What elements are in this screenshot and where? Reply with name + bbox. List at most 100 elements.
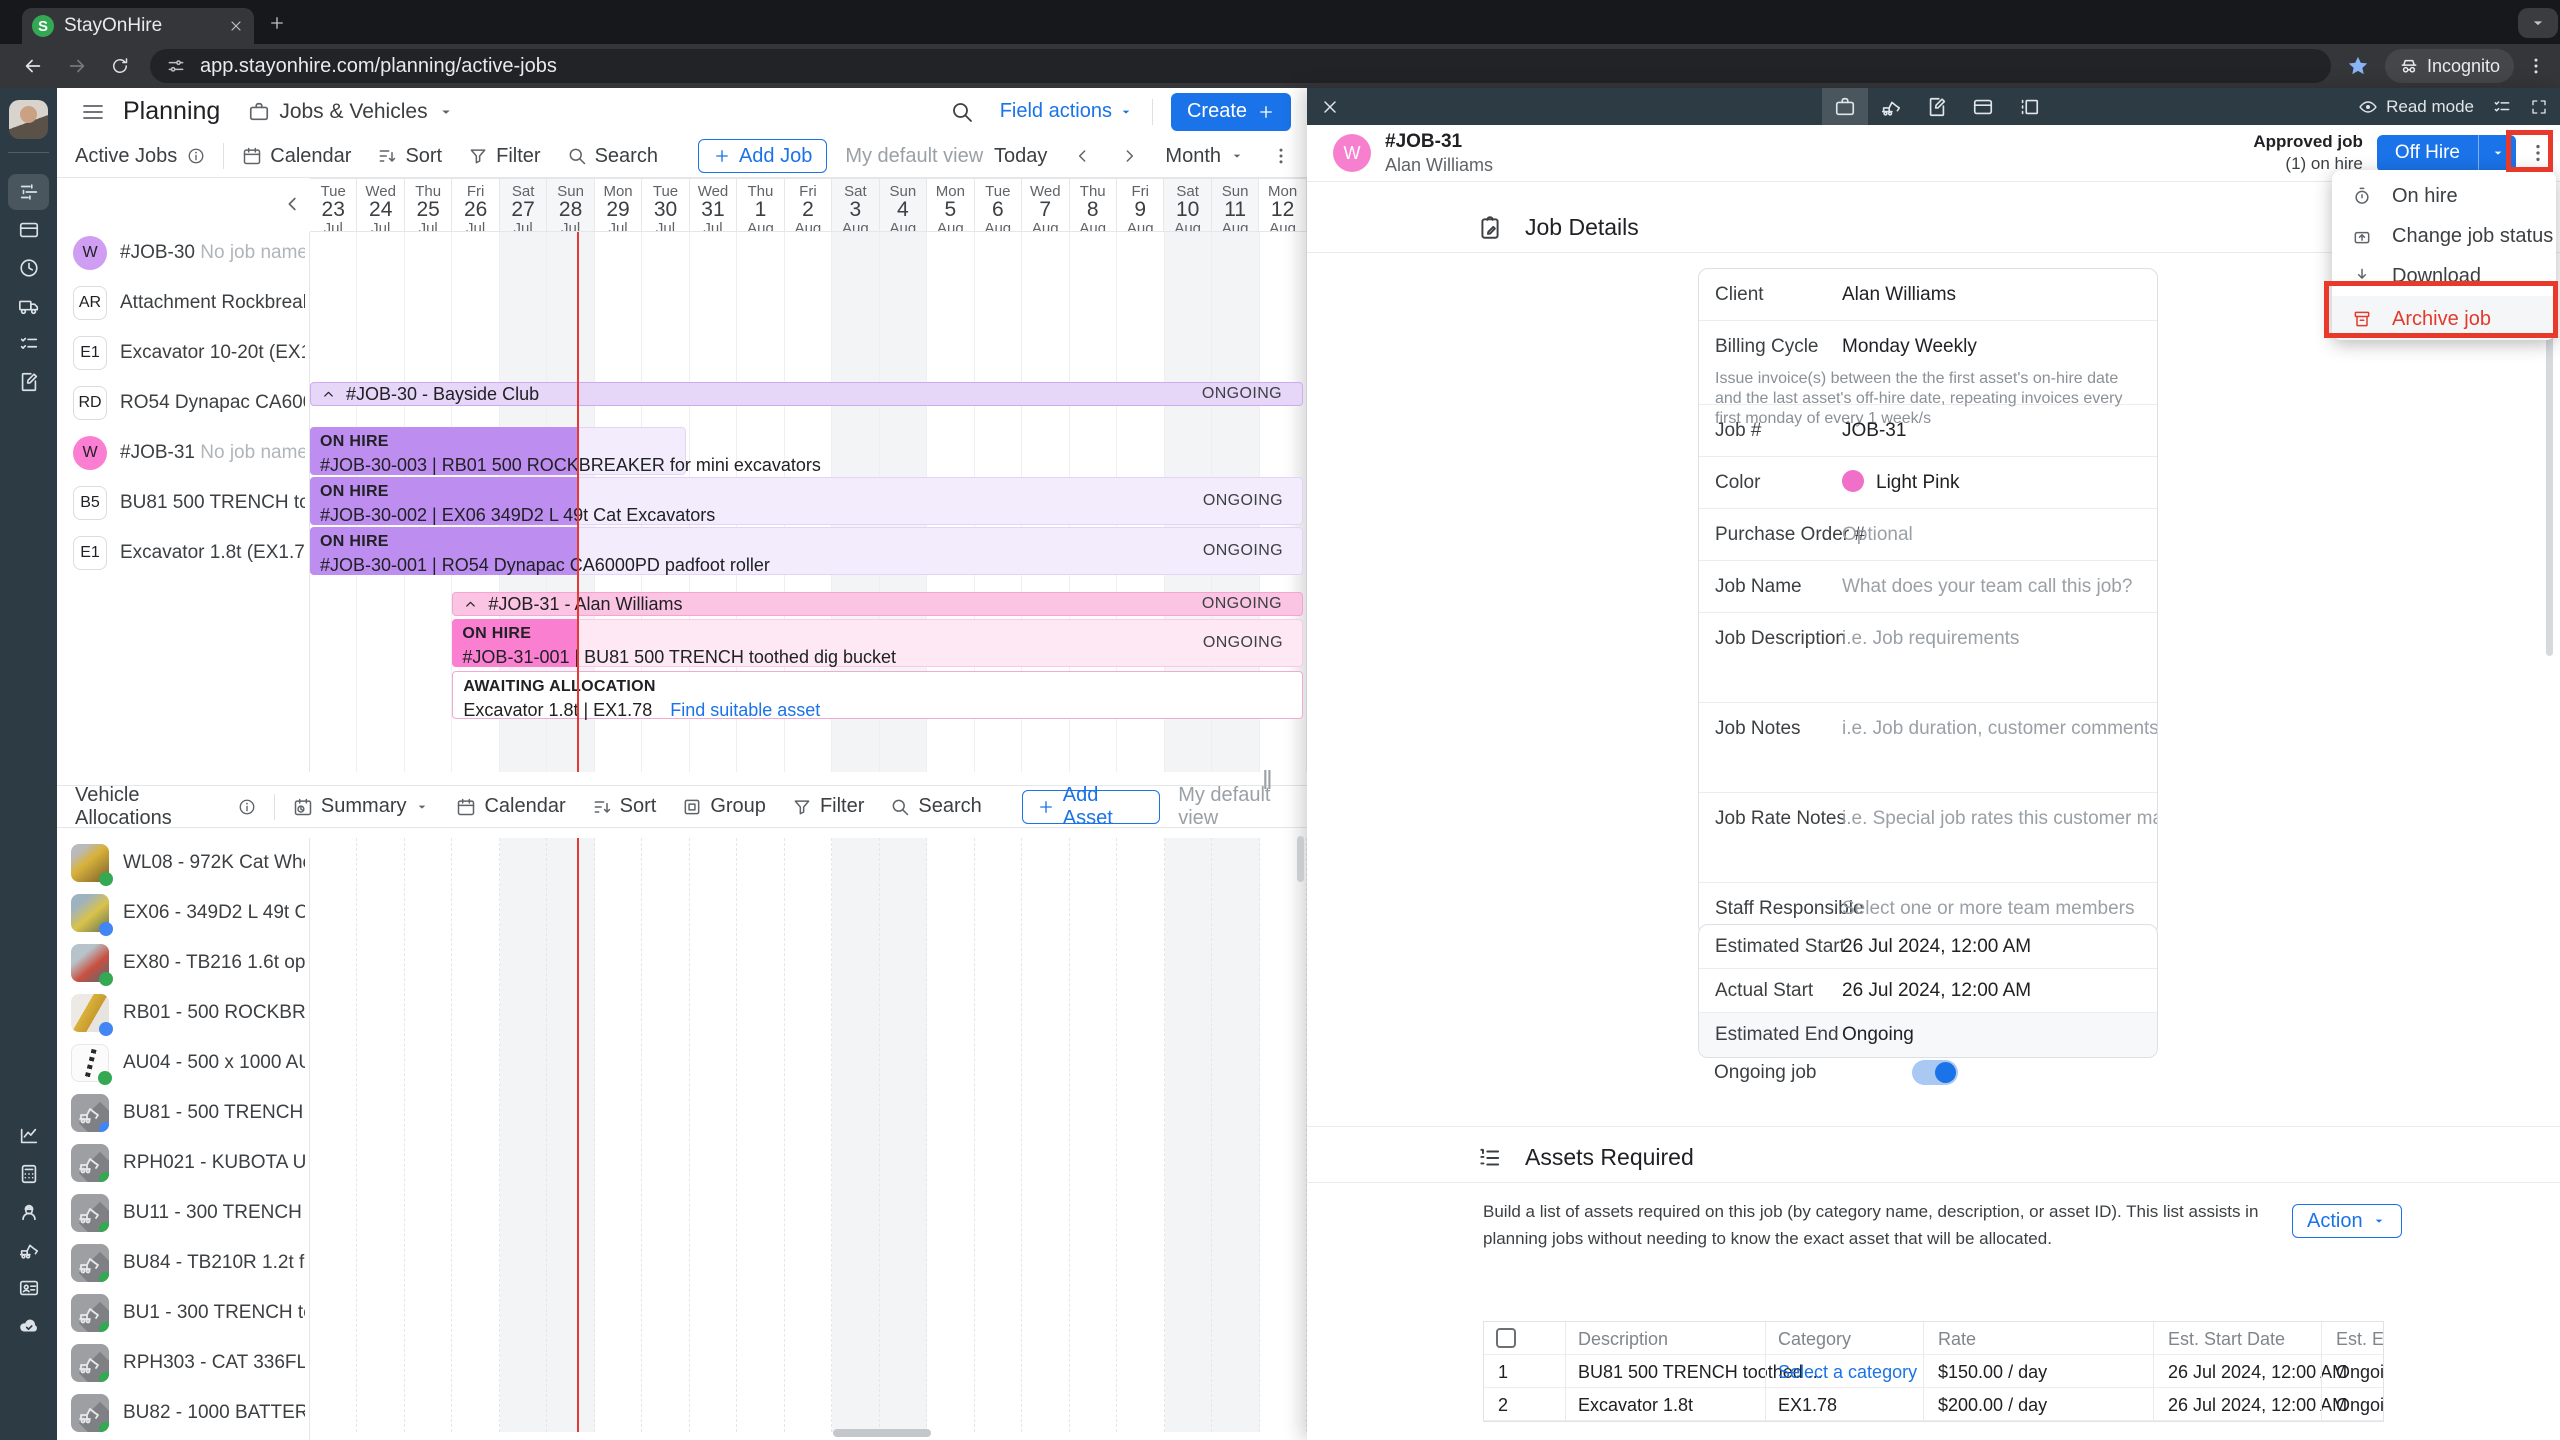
sidebar-item-excavator[interactable] [8, 1232, 49, 1268]
kebab-menu-icon[interactable] [1271, 146, 1291, 166]
field-estimated-end[interactable]: Estimated End Ongoing [1699, 1013, 2157, 1057]
default-view-label[interactable]: My default view [845, 144, 984, 167]
vehicle-row[interactable]: RPH021 - KUBOTA U55-4G (EX4 [57, 1138, 310, 1188]
read-mode-toggle[interactable]: Read mode [2358, 97, 2474, 117]
new-tab-icon[interactable] [268, 14, 286, 32]
vehicle-row[interactable]: WL08 - 972K Cat Wheel Loader 3 [57, 838, 310, 888]
toolbar-sort[interactable]: Sort [592, 795, 656, 818]
vehicle-row[interactable]: EX06 - 349D2 L 49t Cat Excavato [57, 888, 310, 938]
ongoing-job-toggle[interactable] [1912, 1060, 1959, 1085]
assets-table-row[interactable]: 2 Excavator 1.8t EX1.78 $200.00 / day 26 Jul… [1484, 1388, 2383, 1421]
toolbar-calendar[interactable]: Calendar [242, 145, 351, 168]
asset-category[interactable]: Select a category [1778, 1362, 1918, 1382]
menu-item-download[interactable]: Download [2332, 256, 2556, 296]
sidebar-item-clockw[interactable] [8, 250, 49, 286]
vertical-scrollbar[interactable] [1297, 836, 1304, 882]
job-list-row[interactable]: AR Attachment Rockbreaker (RB) [57, 278, 310, 328]
field-staff-responsible[interactable]: Staff Responsible Select one or more team… [1699, 883, 2157, 935]
menu-item-change-job-status[interactable]: Change job status [2332, 216, 2556, 256]
window-chevron-icon[interactable] [2518, 8, 2558, 38]
add-asset-button[interactable]: Add Asset [1021, 784, 1161, 829]
browser-menu-icon[interactable] [2526, 56, 2546, 76]
gantt-hire-bar[interactable]: ON HIRE #JOB-31-001 | BU81 500 TRENCH too… [452, 619, 1303, 667]
gantt-hire-bar[interactable]: ON HIRE #JOB-30-003 | RB01 500 ROCKBREAKE… [310, 427, 821, 475]
toolbar-group[interactable]: Group [682, 795, 766, 818]
sidebar-item-docpen[interactable] [8, 364, 49, 400]
vehicle-row[interactable]: RPH303 - CAT 336FL 36T Excav [57, 1338, 310, 1388]
sidebar-item-idcard[interactable] [8, 1270, 49, 1306]
back-icon[interactable] [22, 55, 44, 77]
job-list-row[interactable]: W #JOB-30 No job name - Bayside Club [57, 228, 310, 278]
assets-table-row[interactable]: 1 BU81 500 TRENCH toothed ... Select a cat… [1484, 1355, 2383, 1388]
info-icon[interactable] [187, 147, 205, 165]
toolbar-summary[interactable]: Summary [293, 795, 431, 818]
add-job-button[interactable]: Add Job [697, 139, 828, 173]
field-actual-start[interactable]: Actual Start 26 Jul 2024, 12:00 AM [1699, 969, 2157, 1013]
field-estimated-start[interactable]: Estimated Start 26 Jul 2024, 12:00 AM [1699, 925, 2157, 969]
job-list-row[interactable]: E1 Excavator 1.8t (EX1.78) [57, 528, 310, 578]
action-button[interactable]: Action [2292, 1204, 2402, 1238]
sidebar-item-card[interactable] [8, 212, 49, 248]
drawer-tool-layout[interactable] [2006, 88, 2052, 125]
chevron-down-icon[interactable] [2478, 134, 2516, 172]
period-selector[interactable]: Month [1165, 145, 1245, 168]
vehicle-row[interactable]: BU11 - 300 TRENCH toothed dig [57, 1188, 310, 1238]
panel-resize-handle[interactable]: ‖ [1262, 765, 1273, 795]
job-list-row[interactable]: B5 BU81 500 TRENCH toothed dig bucket [57, 478, 310, 528]
sidebar-item-chart[interactable] [8, 1118, 49, 1154]
menu-item-archive-job[interactable]: Archive job [2332, 296, 2556, 340]
drawer-tool-excavator[interactable] [1868, 88, 1914, 125]
drawer-tool-card[interactable] [1960, 88, 2006, 125]
sidebar-item-tasks[interactable] [8, 326, 49, 362]
gantt-group-bar[interactable]: #JOB-31 - Alan Williams ONGOING [452, 592, 1303, 616]
drawer-tool-briefcase[interactable] [1822, 88, 1868, 125]
field-color[interactable]: Color Light Pink [1699, 457, 2157, 509]
site-settings-icon[interactable] [166, 56, 186, 76]
field-purchase-order-[interactable]: Purchase Order # Optional [1699, 509, 2157, 561]
bookmark-star-icon[interactable] [2347, 55, 2369, 77]
tab-close-icon[interactable] [228, 18, 244, 34]
field-job-rate-notes[interactable]: Job Rate Notes i.e. Special job rates thi… [1699, 793, 2157, 883]
toolbar-search[interactable]: Search [567, 145, 658, 168]
reload-icon[interactable] [110, 56, 130, 76]
field-job-[interactable]: Job # JOB-31 [1699, 405, 2157, 457]
toolbar-search[interactable]: Search [890, 795, 982, 818]
drawer-scrollbar[interactable] [2546, 186, 2553, 656]
vehicle-row[interactable]: BU84 - TB210R 1.2t fold down ca [57, 1238, 310, 1288]
toolbar-calendar[interactable]: Calendar [456, 795, 566, 818]
close-icon[interactable] [1307, 88, 1353, 125]
gantt-awaiting-bar[interactable]: AWAITING ALLOCATION Excavator 1.8t | EX1.… [452, 671, 1303, 720]
vehicle-row[interactable]: EX80 - TB216 1.6t open canopy [57, 938, 310, 988]
sidebar-item-worker[interactable] [8, 1194, 49, 1230]
next-period-icon[interactable] [1119, 146, 1139, 166]
find-suitable-asset-link[interactable]: Find suitable asset [670, 700, 821, 720]
prev-period-icon[interactable] [1073, 146, 1093, 166]
sidebar-item-gantt[interactable] [8, 174, 49, 210]
sidebar-item-truck[interactable] [8, 288, 49, 324]
vehicle-row[interactable]: AU04 - 500 x 1000 AUGER Bit [57, 1038, 310, 1088]
gantt-group-bar[interactable]: #JOB-30 - Bayside Club ONGOING [310, 382, 1303, 406]
vehicle-row[interactable]: BU1 - 300 TRENCH toothed dig l [57, 1288, 310, 1338]
forward-icon[interactable] [66, 55, 88, 77]
hamburger-menu-icon[interactable] [81, 100, 105, 124]
create-button[interactable]: Create [1170, 92, 1291, 131]
off-hire-button[interactable]: Off Hire [2376, 134, 2516, 172]
field-client[interactable]: Client Alan Williams [1699, 269, 2157, 321]
gantt-hire-bar[interactable]: ON HIRE #JOB-30-002 | EX06 349D2 L 49t Ca… [310, 477, 1303, 525]
sidebar-item-cloud[interactable] [8, 1308, 49, 1344]
menu-item-on-hire[interactable]: On hire [2332, 176, 2556, 216]
toolbar-filter[interactable]: Filter [468, 145, 541, 168]
browser-tab[interactable]: S StayOnHire [22, 8, 254, 44]
user-avatar[interactable] [9, 100, 48, 139]
sidebar-item-calc[interactable] [8, 1156, 49, 1192]
field-job-description[interactable]: Job Description i.e. Job requirements [1699, 613, 2157, 703]
gantt-hire-bar[interactable]: ON HIRE #JOB-30-001 | RO54 Dynapac CA6000… [310, 527, 1303, 575]
expand-icon[interactable] [2530, 98, 2548, 116]
field-billing-cycle[interactable]: Billing Cycle Monday Weekly Issue invoice(… [1699, 321, 2157, 427]
header-checkbox[interactable] [1496, 1328, 1516, 1348]
default-view-label[interactable]: My default view [1178, 783, 1271, 829]
horizontal-scrollbar[interactable] [833, 1429, 931, 1437]
field-actions-button[interactable]: Field actions [1000, 100, 1134, 123]
job-actions-kebab-icon[interactable] [2516, 142, 2560, 164]
today-button[interactable]: Today [994, 144, 1048, 167]
